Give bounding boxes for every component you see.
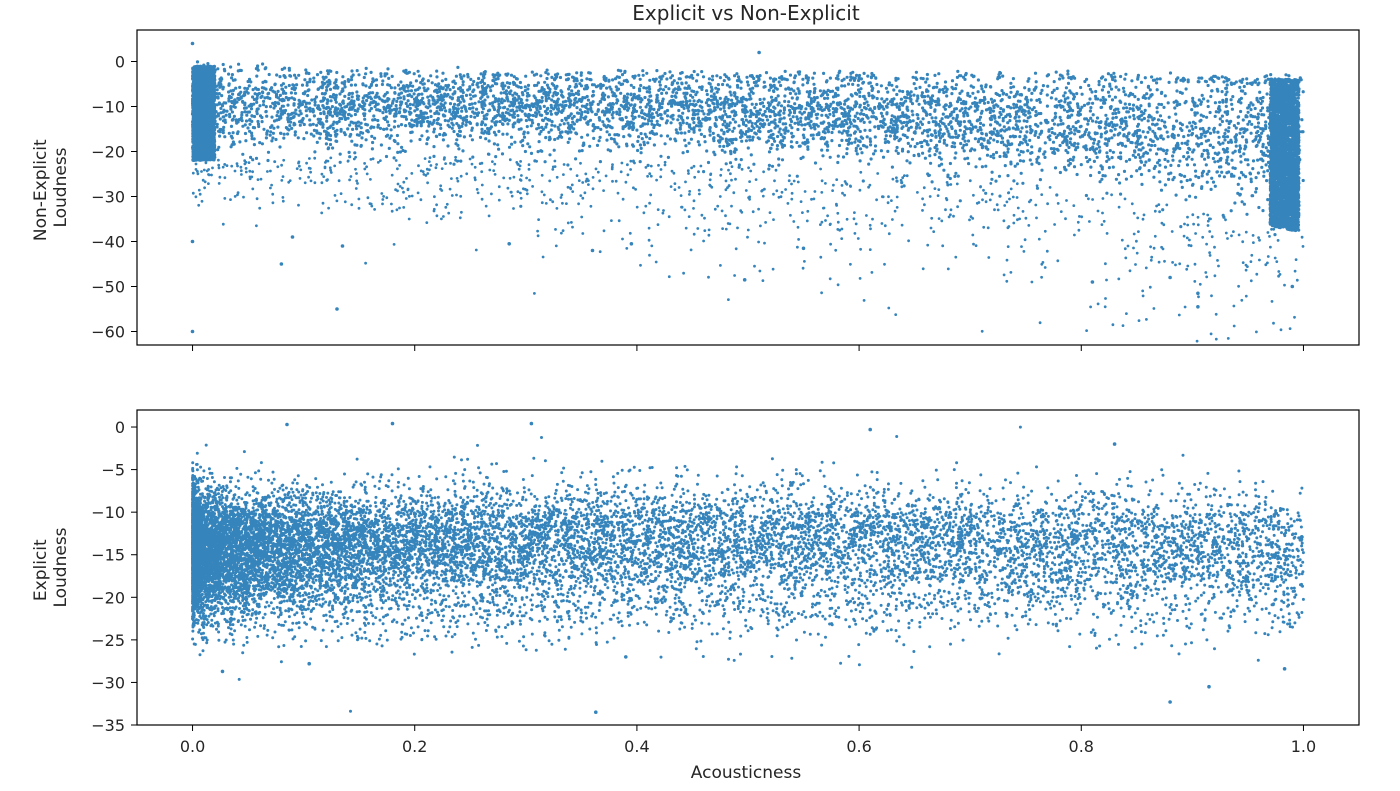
y-tick-label: −50 [91,278,125,297]
y-tick-label: −10 [91,98,125,117]
y-tick-label: −35 [91,716,125,735]
scatter-points-series [191,421,1305,715]
y-tick-label: −30 [91,188,125,207]
bottom-y-axis-label-line-2: Loudness [51,527,71,607]
x-tick-label: 0.4 [624,737,649,756]
x-axis-label: Acousticness [691,763,802,783]
top-axes-frame [136,29,1360,346]
bottom-x-ticks: 0.0 0.2 0.4 0.6 0.8 1.0 [180,725,1316,756]
y-tick-label: −10 [91,503,125,522]
top-panel-non-explicit: 0 −10 −20 −30 −40 −50 −60 Non-Explicit Loudnes… [31,29,1360,351]
top-y-axis-label-line-2: Loudness [51,147,71,227]
bottom-panel-explicit: 0 −5 −10 −15 −20 −25 −30 −35 0.0 0.2 0.4 0.6 0.8 1.0… [31,409,1360,756]
top-y-ticks: 0 −10 −20 −30 −40 −50 −60 [91,53,137,342]
top-x-ticks [192,345,1304,351]
top-y-axis-label-line-1: Non-Explicit [31,139,51,241]
x-tick-label: 0.2 [402,737,427,756]
bottom-axes-frame [136,409,1360,726]
y-tick-label: −15 [91,546,125,565]
bottom-scatter-points [191,421,1305,715]
bottom-y-ticks: 0 −5 −10 −15 −20 −25 −30 −35 [91,418,137,735]
y-tick-label: −40 [91,233,125,252]
y-tick-label: 0 [115,418,125,437]
y-tick-label: −30 [91,673,125,692]
y-tick-label: −20 [91,143,125,162]
y-tick-label: 0 [115,53,125,72]
y-tick-label: −60 [91,323,125,342]
y-tick-label: −25 [91,631,125,650]
top-y-axis-label: Non-Explicit Loudness [31,134,71,241]
x-tick-label: 0.0 [180,737,205,756]
y-tick-label: −20 [91,588,125,607]
chart-title: Explicit vs Non-Explicit [632,1,860,25]
bottom-y-axis-label-line-1: Explicit [31,539,51,601]
bottom-y-axis-label: Explicit Loudness [31,527,71,607]
x-tick-label: 0.8 [1069,737,1094,756]
y-tick-label: −5 [101,461,125,480]
x-tick-label: 1.0 [1291,737,1316,756]
x-tick-label: 0.6 [846,737,871,756]
